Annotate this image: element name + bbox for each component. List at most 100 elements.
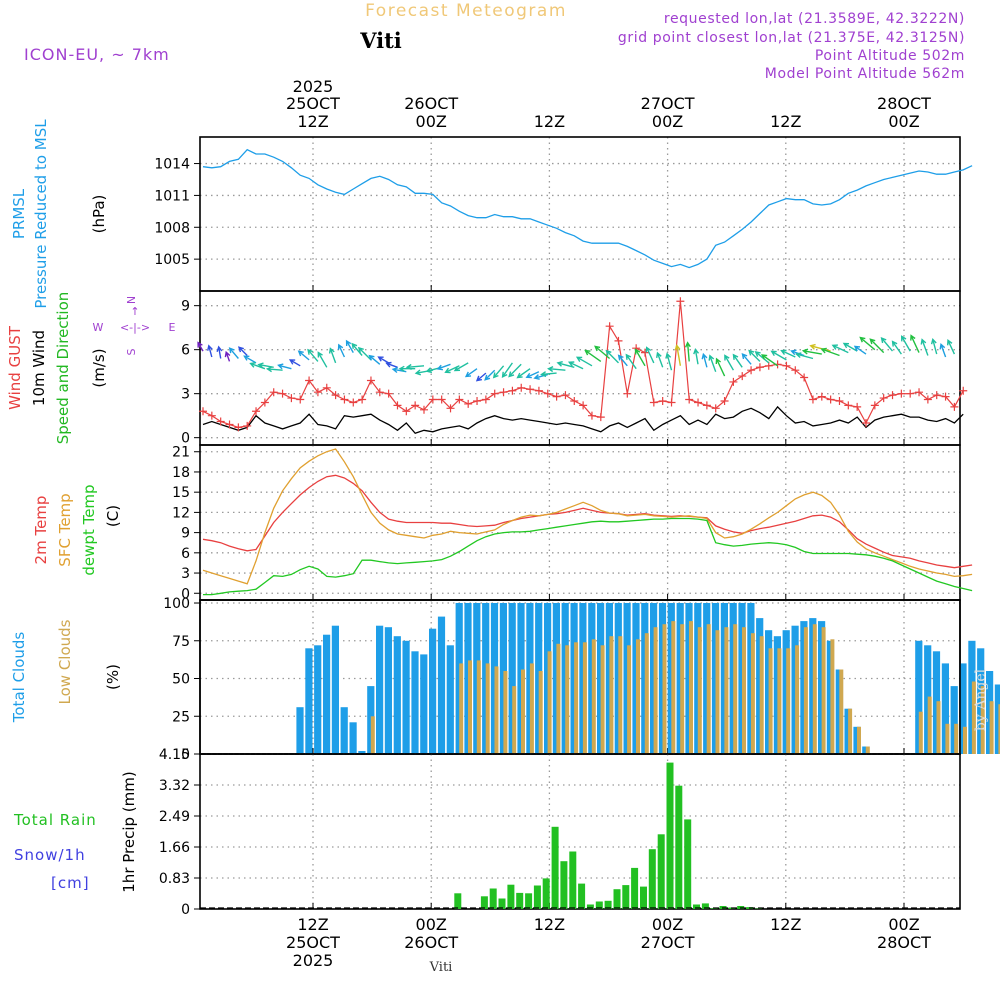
precip-ylabel: 1hr Precip (mm) <box>120 771 138 892</box>
wind-direction-arrow <box>330 349 336 363</box>
precip-label-rain: Total Rain <box>13 811 97 829</box>
gust-marker <box>491 390 499 398</box>
total-cloud-bar <box>314 645 321 754</box>
y-tick-label: 12 <box>172 505 190 521</box>
low-cloud-bar <box>548 651 552 754</box>
y-tick-label: 2.49 <box>159 809 190 825</box>
low-cloud-bar <box>512 686 516 754</box>
compass-ns-arrow: ↑ <box>130 305 139 318</box>
top-date-label: 26OCT <box>404 94 458 113</box>
bottom-hour-label: 12Z <box>534 915 565 934</box>
wind-direction-arrow <box>535 375 548 380</box>
y-tick-label: 3 <box>181 387 190 403</box>
wind-direction-arrow <box>657 353 663 367</box>
low-cloud-bar <box>839 670 843 755</box>
low-cloud-bar <box>945 724 949 754</box>
top-hour-label: 12Z <box>770 112 801 131</box>
pressure-series-line <box>203 150 972 268</box>
wind-direction-arrow <box>585 351 600 362</box>
wind-direction-arrow <box>208 346 213 357</box>
precip-bar <box>578 884 585 909</box>
wind-direction-arrow <box>893 342 902 355</box>
wind-direction-arrow <box>694 349 699 364</box>
wind-direction-arrow <box>290 360 300 366</box>
gust-marker <box>234 423 242 431</box>
low-cloud-bar <box>654 627 658 754</box>
gust-marker <box>358 396 366 404</box>
low-cloud-bar <box>530 663 534 754</box>
wind-direction-arrow <box>822 348 840 355</box>
bottom-hour-label: 12Z <box>770 915 801 934</box>
precip-bar <box>640 887 647 909</box>
gust-marker <box>279 390 287 398</box>
precip-bar <box>631 868 638 909</box>
compass-we-arrow: <-|-> <box>120 321 150 334</box>
low-cloud-bar <box>848 709 852 754</box>
y-tick-label: 9 <box>181 299 190 315</box>
temp-ylabel-dewpt: dewpt Temp <box>80 484 98 575</box>
wind-direction-arrow <box>217 347 222 359</box>
total-cloud-bar <box>420 654 427 754</box>
y-tick-label: 3 <box>181 566 190 582</box>
low-cloud-bar <box>857 727 861 754</box>
dewpt-line <box>203 519 972 595</box>
low-cloud-bar <box>477 660 481 754</box>
gust-marker <box>561 391 569 399</box>
bottom-hour-label: 12Z <box>297 915 328 934</box>
wind-direction-arrow <box>725 356 734 371</box>
low-cloud-bar <box>716 630 720 754</box>
wind-ylabel-direction: Speed and Direction <box>54 292 72 445</box>
y-tick-label: 9 <box>181 526 190 542</box>
gust-marker <box>402 407 410 415</box>
low-cloud-bar <box>583 642 587 754</box>
precip-bar <box>481 896 488 909</box>
wind-direction-arrow <box>855 346 866 354</box>
y-tick-label: 21 <box>172 445 190 461</box>
gust-marker <box>729 378 737 386</box>
top-hour-label: 00Z <box>416 112 447 131</box>
wind-direction-arrow <box>569 362 583 369</box>
gust-marker <box>349 398 357 406</box>
gust-marker <box>553 393 561 401</box>
low-cloud-bar <box>698 627 702 754</box>
y-tick-label: 1011 <box>154 188 190 204</box>
low-cloud-bar <box>689 621 693 754</box>
gust-marker <box>623 390 631 398</box>
low-cloud-bar <box>724 627 728 754</box>
gust-marker <box>738 372 746 380</box>
low-cloud-bar <box>928 697 932 754</box>
gust-marker <box>287 394 295 402</box>
wind-direction-arrow <box>239 347 247 355</box>
low-cloud-bar <box>866 747 870 755</box>
bottom-date-label: 25OCT <box>286 933 340 952</box>
gust-marker <box>676 297 684 305</box>
total-cloud-bar <box>403 641 410 754</box>
gust-marker <box>473 397 481 405</box>
gust-marker <box>217 418 225 426</box>
cloud-unit: (%) <box>104 664 122 690</box>
wind-direction-arrow <box>716 359 724 376</box>
low-cloud-bar <box>627 645 631 754</box>
gust-marker <box>933 391 941 399</box>
low-cloud-bar <box>565 645 569 754</box>
precip-bar <box>560 861 567 909</box>
wind-direction-arrow <box>911 336 919 353</box>
temp-unit: (C) <box>104 505 122 527</box>
temp-ylabel-2m: 2m Temp <box>32 496 50 565</box>
y-tick-label: 6 <box>181 546 190 562</box>
wind-direction-arrow <box>666 354 672 370</box>
wind-direction-arrow <box>702 354 707 367</box>
wind-direction-arrow <box>948 340 955 354</box>
cloud-ylabel-low: Low Clouds <box>56 619 74 704</box>
y-tick-label: 75 <box>172 634 190 650</box>
gust-marker <box>756 363 764 371</box>
y-tick-label: 6 <box>181 343 190 359</box>
sfc-temp-line <box>203 449 972 584</box>
total-cloud-bar <box>411 651 418 754</box>
requested-coords: requested lon,lat (21.3589E, 42.3222N) <box>664 11 965 27</box>
point-altitude: Point Altitude 502m <box>815 48 965 64</box>
low-cloud-bar <box>645 633 649 754</box>
model-label: ICON-EU, ~ 7km <box>24 45 170 64</box>
